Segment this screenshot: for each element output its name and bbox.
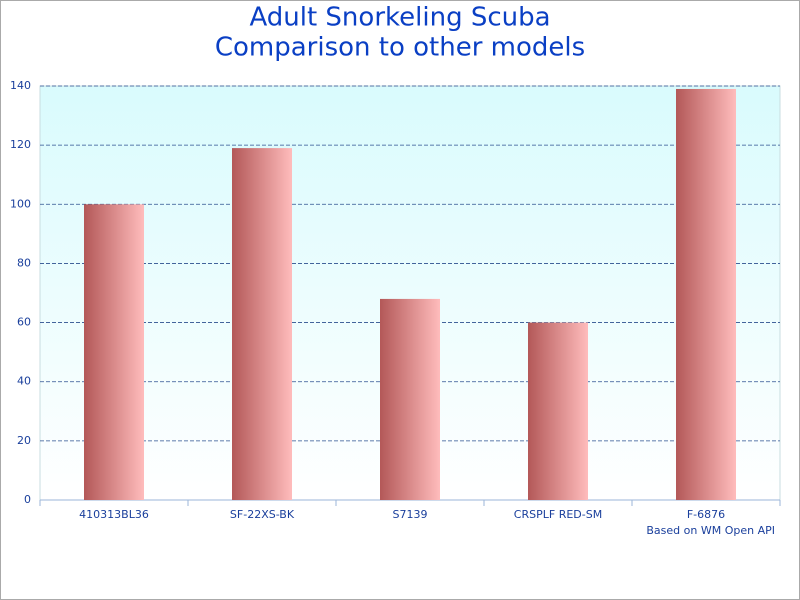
y-tick-label: 100	[10, 197, 31, 210]
bar	[232, 148, 292, 500]
y-tick-label: 80	[17, 256, 31, 269]
y-tick-label: 140	[10, 79, 31, 92]
bar	[84, 204, 144, 501]
y-tick-label: 40	[17, 375, 31, 388]
x-tick-label: SF-22XS-BK	[230, 508, 295, 521]
x-tick-label: CRSPLF RED-SM	[514, 508, 602, 521]
x-tick-label: S7139	[393, 508, 428, 521]
chart-title: Adult Snorkeling Scuba	[249, 3, 550, 33]
y-tick-label: 120	[10, 138, 31, 151]
y-tick-label: 0	[24, 493, 31, 506]
y-tick-label: 20	[17, 434, 31, 447]
chart-title: Comparison to other models	[215, 33, 585, 63]
bar	[528, 322, 588, 500]
bar	[380, 298, 440, 500]
bar	[676, 88, 736, 500]
x-tick-label: 410313BL36	[79, 508, 149, 521]
y-tick-label: 60	[17, 316, 31, 329]
x-tick-label: F-6876	[687, 508, 725, 521]
annotation: Based on WM Open API	[646, 524, 775, 537]
